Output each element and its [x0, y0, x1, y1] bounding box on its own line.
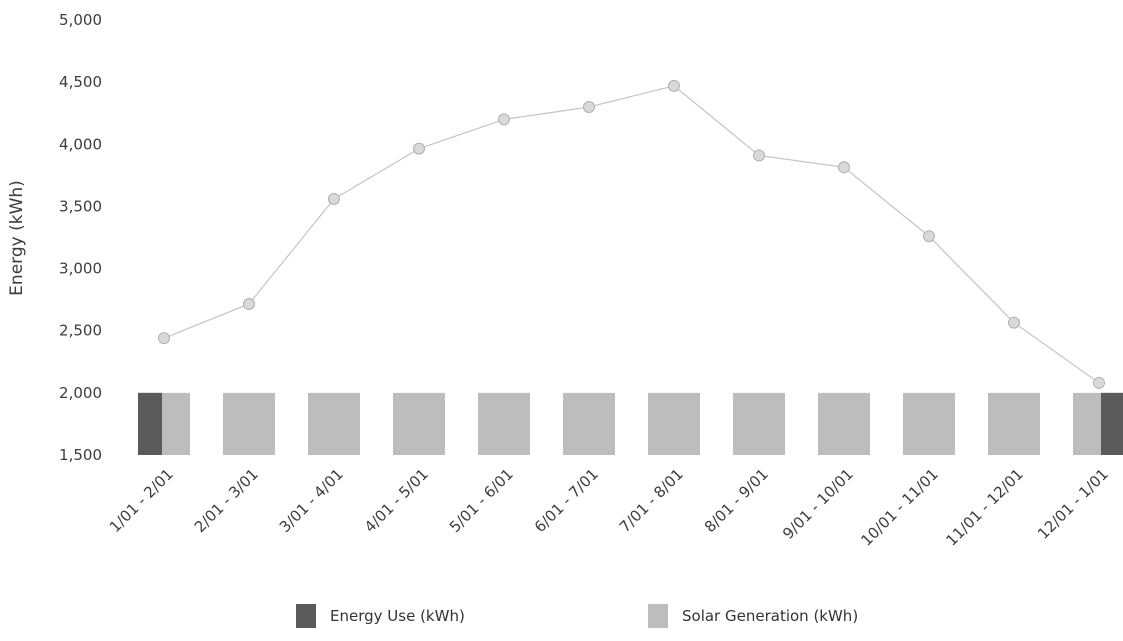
energy-use-bar — [138, 392, 162, 455]
solar-generation-bar — [308, 392, 360, 455]
legend-label-solar-generation: Solar Generation (kWh) — [682, 607, 859, 625]
line-series-path — [163, 85, 1100, 384]
y-tick-label: 4,500 — [59, 73, 102, 91]
x-tick-label: 2/01 - 3/01 — [191, 465, 262, 536]
line-point — [583, 101, 595, 113]
x-tick-label: 3/01 - 4/01 — [276, 465, 347, 536]
x-tick-label: 12/01 - 1/01 — [1034, 465, 1112, 543]
solar-generation-bar — [818, 392, 870, 455]
y-axis: 1,500 2,000 2,500 3,000 3,500 4,000 4,500 5,000 — [59, 11, 102, 464]
solar-generation-bar — [648, 392, 700, 455]
x-tick-label: 8/01 - 9/01 — [701, 465, 772, 536]
x-tick-label: 10/01 - 11/01 — [857, 465, 941, 549]
line-point — [668, 79, 680, 92]
legend-swatch-energy-use — [296, 604, 316, 628]
line-point — [498, 113, 510, 126]
line-point — [328, 192, 340, 205]
x-tick-label: 1/01 - 2/01 — [106, 465, 177, 536]
y-tick-label: 5,000 — [59, 11, 102, 29]
energy-chart: 1,500 2,000 2,500 3,000 3,500 4,000 4,500 5,000… — [7, 11, 1123, 550]
solar-generation-bar — [988, 392, 1040, 455]
solar-generation-bar — [563, 392, 615, 455]
x-tick-label: 6/01 - 7/01 — [531, 465, 602, 536]
legend-item-solar-generation[interactable]: Solar Generation (kWh) — [648, 604, 858, 628]
line-point — [838, 161, 850, 174]
y-axis-title: Energy (kWh) — [7, 180, 27, 296]
x-tick-label: 11/01 - 12/01 — [942, 465, 1026, 549]
line-point — [243, 297, 255, 310]
x-axis: 1/01 - 2/01 2/01 - 3/01 3/01 - 4/01 4/01 - … — [106, 465, 1112, 549]
legend-swatch-solar-generation — [648, 604, 668, 628]
line-point — [158, 332, 170, 345]
x-tick-label: 7/01 - 8/01 — [616, 465, 687, 536]
x-tick-label: 4/01 - 5/01 — [361, 465, 432, 536]
line-point — [413, 142, 425, 155]
energy-use-bar — [1101, 392, 1123, 455]
solar-generation-bar — [223, 392, 275, 455]
line-point — [1008, 316, 1020, 329]
line-point — [1093, 376, 1105, 389]
solar-generation-bar — [903, 392, 955, 455]
solar-generation-bar — [733, 392, 785, 455]
legend: Energy Use (kWh) Solar Generation (kWh) — [0, 600, 1123, 640]
line-series — [158, 79, 1105, 389]
y-tick-label: 1,500 — [59, 446, 102, 464]
x-tick-label: 9/01 - 10/01 — [779, 465, 857, 543]
line-point — [753, 149, 765, 162]
solar-generation-bar — [478, 392, 530, 455]
y-tick-label: 2,500 — [59, 322, 102, 340]
y-tick-label: 2,000 — [59, 384, 102, 402]
solar-generation-bar — [393, 392, 445, 455]
legend-item-energy-use[interactable]: Energy Use (kWh) — [296, 604, 465, 628]
y-tick-label: 4,000 — [59, 135, 102, 153]
x-tick-label: 5/01 - 6/01 — [446, 465, 517, 536]
bar-group — [138, 392, 1123, 455]
y-tick-label: 3,000 — [59, 260, 102, 278]
y-tick-label: 3,500 — [59, 197, 102, 215]
line-point — [923, 230, 935, 243]
legend-label-energy-use: Energy Use (kWh) — [330, 607, 465, 625]
